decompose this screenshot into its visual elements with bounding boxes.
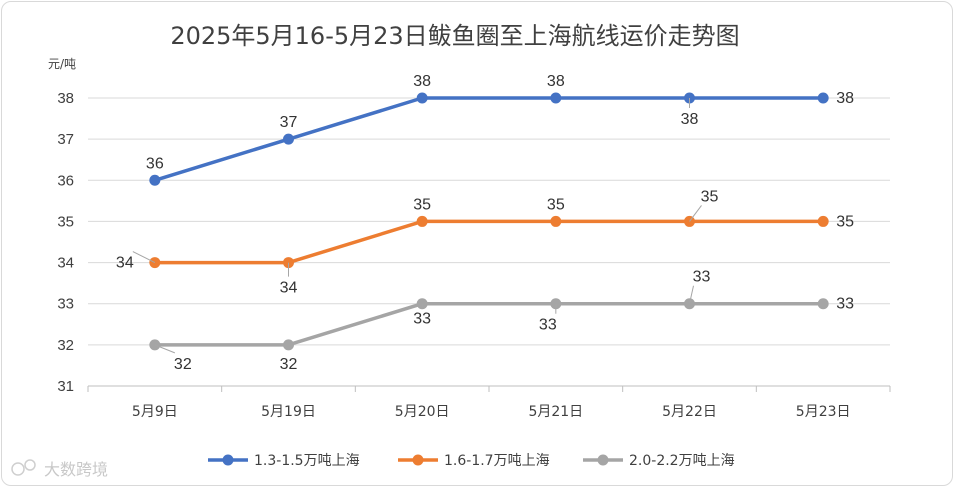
x-tick-label: 5月9日 [132,404,178,420]
data-label: 34 [280,280,298,297]
legend-marker [412,454,424,466]
data-point [283,133,294,145]
data-point [817,298,829,310]
data-label: 37 [280,114,298,131]
watermark-logo-icon-2 [24,459,36,471]
series-line [153,301,825,347]
series-line [153,219,825,265]
data-label: 33 [693,269,711,286]
y-tick-label: 32 [57,337,74,354]
legend-marker [597,454,609,466]
chart-title: 2025年5月16-5月23日鲅鱼圈至上海航线运价走势图 [170,22,739,50]
label-leader-line [154,344,176,354]
label-leader-line [689,285,694,304]
data-label: 35 [547,196,565,213]
y-tick-label: 31 [57,378,74,395]
y-tick-label: 35 [57,213,74,230]
data-label: 36 [146,155,164,172]
y-axis-ticks: 31 32 33 34 35 36 37 38 [57,90,74,395]
data-label: 32 [280,356,298,373]
y-tick-label: 38 [57,90,74,107]
watermark: 大数跨境 [11,459,108,479]
x-tick-label: 5月21日 [528,404,583,420]
data-label: 33 [539,317,557,334]
data-point [550,215,562,227]
data-label: 33 [413,311,431,328]
data-point [817,215,829,227]
series-line [153,96,825,183]
data-label: 35 [413,196,431,213]
label-leader-line [689,205,702,222]
data-point [283,339,294,351]
data-point [416,92,428,104]
legend-label: 1.3-1.5万吨上海 [254,453,360,469]
series-group [149,92,829,351]
data-label: 38 [413,73,431,90]
x-tick-label: 5月23日 [796,404,851,420]
legend: 1.3-1.5万吨上海 1.6-1.7万吨上海 2.0-2.2万吨上海 [208,453,735,469]
y-tick-label: 33 [57,296,74,313]
data-label: 32 [174,356,192,373]
data-point [149,174,161,186]
y-tick-label: 37 [57,131,74,148]
y-axis-unit: 元/吨 [48,57,76,71]
data-label: 38 [681,111,699,128]
data-label: 38 [547,73,565,90]
watermark-logo-icon [11,462,25,476]
data-label: 35 [701,188,719,205]
x-axis-ticks: 5月9日 5月19日 5月20日 5月21日 5月22日 5月23日 [132,404,851,420]
data-point [416,215,428,227]
legend-marker [222,454,234,466]
data-point [817,92,829,104]
data-labels-group: 36 37 38 38 38 38 34 34 35 35 35 35 32 32 33 33 33 33 [116,73,854,373]
data-label: 34 [116,255,134,272]
y-tick-label: 34 [57,255,74,272]
watermark-text: 大数跨境 [44,460,108,479]
x-tick-label: 5月20日 [395,404,450,420]
x-tick-label: 5月22日 [662,404,717,420]
x-tick-label: 5月19日 [261,404,316,420]
y-tick-label: 36 [57,172,74,189]
legend-label: 1.6-1.7万吨上海 [444,453,550,469]
data-point [550,92,562,104]
data-label: 33 [836,296,854,313]
data-label: 38 [836,90,854,107]
data-label: 35 [836,213,854,230]
gridlines [87,97,891,392]
label-leader-line [132,251,156,264]
legend-label: 2.0-2.2万吨上海 [629,453,735,469]
